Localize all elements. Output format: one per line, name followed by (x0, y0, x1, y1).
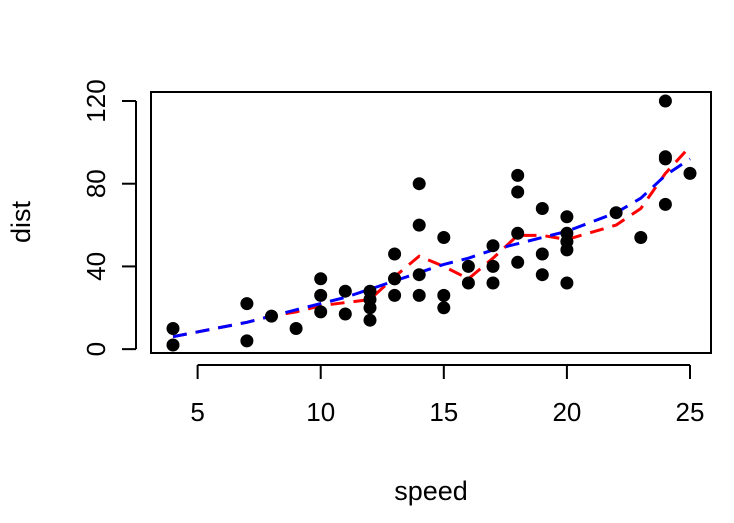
data-point (388, 272, 402, 286)
data-point (535, 268, 549, 282)
data-point (486, 276, 500, 290)
data-point (412, 268, 426, 282)
data-point (658, 150, 672, 164)
data-point (560, 276, 574, 290)
x-tick-label: 5 (190, 397, 204, 427)
x-tick-label: 20 (552, 397, 581, 427)
data-point (314, 288, 328, 302)
data-point (437, 231, 451, 244)
data-point (166, 322, 180, 335)
data-point (511, 168, 525, 182)
plot-frame (150, 91, 712, 354)
x-tick-label: 10 (306, 397, 335, 427)
data-point (314, 305, 328, 319)
data-point (486, 259, 500, 273)
data-point (338, 284, 352, 298)
data-point (314, 272, 328, 286)
data-point (658, 94, 672, 108)
data-point (338, 307, 352, 321)
fit-line-1 (172, 145, 692, 339)
data-point (560, 210, 574, 224)
data-point (461, 276, 475, 290)
x-axis: 5 10 15 20 25 (190, 364, 705, 427)
data-points (166, 94, 697, 352)
fit-line-2 (172, 157, 691, 339)
y-tick-label: 120 (81, 79, 111, 122)
data-point (658, 197, 672, 211)
data-point (511, 226, 525, 240)
y-tick-label: 80 (81, 169, 111, 198)
data-point (609, 206, 623, 220)
x-axis-label: speed (394, 476, 468, 506)
data-point (363, 284, 377, 298)
data-point (412, 177, 426, 191)
data-point (412, 288, 426, 302)
y-axis: 0 40 80 120 (81, 79, 137, 356)
y-tick-label: 40 (81, 252, 111, 281)
data-point (535, 202, 549, 215)
data-point (535, 247, 549, 261)
data-point (265, 309, 278, 323)
data-point (412, 218, 426, 232)
data-point (166, 338, 180, 352)
data-point (683, 166, 697, 180)
data-point (240, 297, 254, 311)
data-point (289, 322, 303, 335)
data-point (511, 255, 525, 269)
y-tick-label: 0 (81, 342, 111, 356)
data-point (437, 288, 451, 302)
data-point (560, 226, 574, 240)
data-point (240, 334, 254, 348)
data-point (388, 247, 402, 261)
data-point (634, 231, 648, 244)
data-point (388, 288, 402, 302)
data-point (511, 185, 525, 199)
x-tick-label: 15 (429, 397, 458, 427)
x-tick-label: 25 (676, 397, 705, 427)
y-axis-label: dist (6, 201, 36, 244)
data-point (486, 239, 500, 253)
data-point (461, 259, 475, 273)
data-point (363, 313, 377, 327)
data-point (437, 301, 451, 315)
